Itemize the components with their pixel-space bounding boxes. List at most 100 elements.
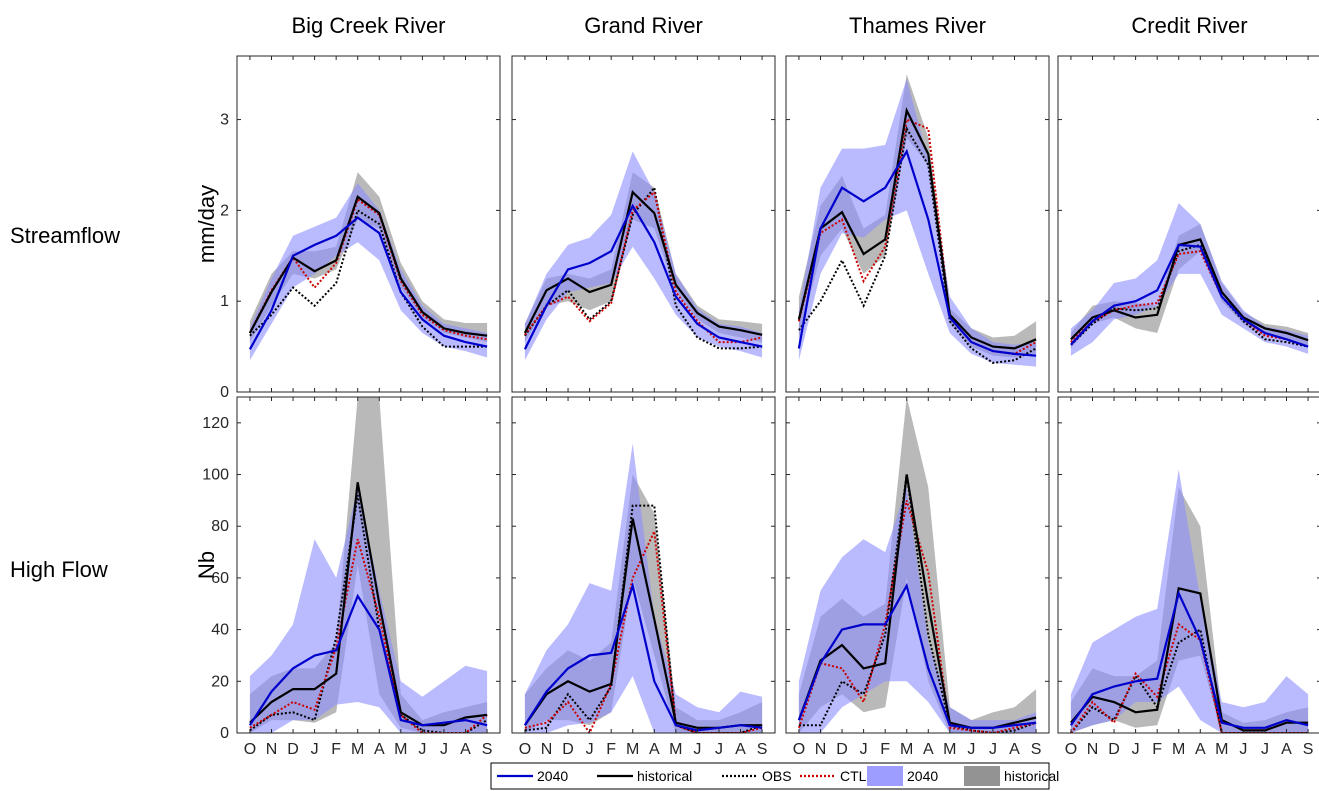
band-2040 — [524, 443, 763, 733]
x-tick-label: J — [967, 741, 975, 758]
x-tick-label: M — [1215, 741, 1228, 758]
x-tick-label: O — [793, 741, 805, 758]
x-tick-label: M — [943, 741, 956, 758]
series-2040 — [523, 203, 763, 350]
x-tick-label: M — [900, 741, 913, 758]
legend-label: 2040 — [907, 768, 938, 784]
x-tick-label: J — [1132, 741, 1140, 758]
x-tick-label: J — [715, 741, 723, 758]
y-tick-label: 120 — [202, 415, 229, 432]
legend-item-historical-line: historical — [597, 768, 692, 784]
legend-label: OBS — [762, 768, 792, 784]
series-historical — [523, 190, 763, 336]
series-historical — [1070, 586, 1309, 732]
x-tick-label: S — [1303, 741, 1314, 758]
x-tick-label: F — [606, 741, 616, 758]
x-tick-label: F — [1152, 741, 1162, 758]
band-2040 — [1070, 469, 1309, 733]
y-tick-label: 80 — [211, 518, 229, 535]
y-tick-label: 0 — [220, 725, 229, 742]
x-tick-label: A — [649, 741, 660, 758]
row-label-1: Streamflow — [10, 223, 120, 248]
x-tick-label: A — [1009, 741, 1020, 758]
x-tick-label: A — [1195, 741, 1206, 758]
panel-frame — [785, 55, 1050, 393]
legend-swatch — [964, 766, 1000, 786]
x-tick-label: O — [1065, 741, 1077, 758]
x-tick-label: S — [482, 741, 493, 758]
x-tick-label: D — [287, 741, 299, 758]
series-ctl — [1070, 622, 1309, 733]
band-2040 — [798, 487, 1037, 733]
series-obs — [249, 495, 488, 733]
panel-frame — [511, 396, 776, 734]
x-tick-label: N — [266, 741, 278, 758]
legend-item-2040-band: 2040 — [867, 766, 938, 786]
x-tick-label: N — [815, 741, 827, 758]
x-tick-label: D — [836, 741, 848, 758]
x-tick-label: J — [586, 741, 594, 758]
series-2040 — [1069, 590, 1309, 729]
series-historical — [1070, 238, 1309, 342]
series-obs — [249, 208, 488, 348]
panel-grand-river-streamflow — [511, 55, 776, 393]
x-tick-label: J — [418, 741, 426, 758]
x-tick-label: M — [626, 741, 639, 758]
legend-item-historical-band: historical — [964, 766, 1059, 786]
panel-thames-river-streamflow — [785, 55, 1050, 393]
y-tick-label: 40 — [211, 622, 229, 639]
series-historical — [797, 106, 1037, 350]
column-title-3: Thames River — [849, 13, 986, 38]
series-ctl — [249, 538, 488, 733]
legend-item-ctl-line: CTL — [800, 768, 867, 784]
legend-label: CTL — [840, 768, 867, 784]
legend-item-2040-line: 2040 — [497, 768, 568, 784]
y-tick-label: 20 — [211, 673, 229, 690]
x-tick-label: J — [311, 741, 319, 758]
panel-frame — [511, 55, 776, 393]
legend-label: historical — [1004, 768, 1059, 784]
y-tick-label: 1 — [220, 293, 229, 310]
column-title-2: Grand River — [584, 13, 703, 38]
series-2040 — [1070, 243, 1309, 348]
x-tick-label: A — [374, 741, 385, 758]
x-tick-label: A — [460, 741, 471, 758]
x-tick-label: N — [1087, 741, 1099, 758]
x-tick-label: J — [440, 741, 448, 758]
x-tick-label: S — [1031, 741, 1042, 758]
column-title-4: Credit River — [1131, 13, 1247, 38]
y-tick-label: 60 — [211, 570, 229, 587]
band-2040 — [1070, 203, 1309, 356]
x-tick-label: J — [1261, 741, 1269, 758]
x-tick-label: J — [1239, 741, 1247, 758]
y-tick-label: 100 — [202, 467, 229, 484]
x-tick-label: J — [989, 741, 997, 758]
series-ctl — [1070, 250, 1309, 348]
column-title-1: Big Creek River — [291, 13, 445, 38]
x-tick-label: M — [394, 741, 407, 758]
x-tick-label: A — [923, 741, 934, 758]
panel-frame — [1057, 55, 1319, 393]
row-label-2: High Flow — [10, 557, 108, 582]
x-tick-label: N — [541, 741, 553, 758]
band-2040 — [798, 78, 1037, 367]
band-2040 — [249, 487, 488, 733]
x-tick-label: O — [244, 741, 256, 758]
band-2040 — [524, 151, 763, 361]
series-2040 — [523, 581, 763, 732]
x-tick-label: F — [331, 741, 341, 758]
series-2040 — [248, 216, 488, 350]
y-tick-label: 0 — [220, 384, 229, 401]
band-historical — [524, 172, 763, 343]
series-historical — [249, 482, 488, 727]
series-obs — [798, 125, 1037, 364]
x-tick-label: F — [880, 741, 890, 758]
legend-box — [490, 762, 1050, 790]
series-2040 — [797, 148, 1037, 357]
series-obs — [524, 185, 763, 350]
